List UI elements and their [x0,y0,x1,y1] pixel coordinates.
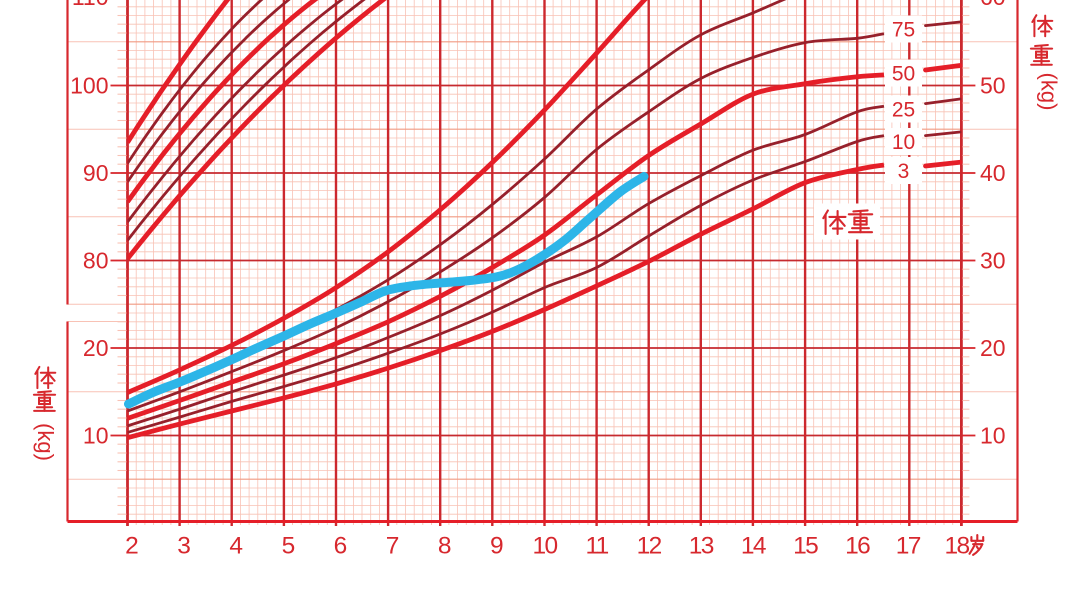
svg-text:14: 14 [741,533,766,560]
svg-text:10: 10 [892,131,915,154]
svg-text:10: 10 [980,423,1006,449]
svg-text:20: 20 [980,335,1006,361]
svg-text:(kg): (kg) [1037,73,1062,111]
svg-text:6: 6 [334,533,348,560]
svg-text:15: 15 [793,533,818,560]
svg-text:12: 12 [637,533,662,560]
svg-text:10: 10 [532,533,557,560]
svg-text:16: 16 [845,533,870,560]
svg-text:90: 90 [83,160,109,186]
svg-text:10: 10 [83,423,109,449]
svg-text:8: 8 [438,533,452,560]
svg-text:11: 11 [585,533,608,560]
svg-text:4: 4 [229,533,243,560]
svg-text:50: 50 [980,73,1006,99]
svg-text:7: 7 [386,533,400,560]
svg-text:40: 40 [980,160,1006,186]
svg-text:110: 110 [72,0,109,10]
svg-text:(kg): (kg) [33,423,58,461]
svg-text:100: 100 [70,73,108,99]
svg-text:25: 25 [892,99,915,122]
svg-text:50: 50 [892,63,915,86]
svg-text:2: 2 [125,533,139,560]
svg-text:3: 3 [898,160,910,183]
svg-text:80: 80 [83,248,109,274]
svg-text:17: 17 [896,533,921,560]
svg-text:5: 5 [282,533,296,560]
svg-text:20: 20 [83,335,109,361]
svg-text:18: 18 [944,533,969,560]
svg-text:3: 3 [177,533,191,560]
svg-text:60: 60 [980,0,1006,10]
svg-text:9: 9 [490,533,504,560]
svg-text:13: 13 [689,533,714,560]
svg-text:75: 75 [892,19,915,42]
svg-text:30: 30 [980,248,1006,274]
